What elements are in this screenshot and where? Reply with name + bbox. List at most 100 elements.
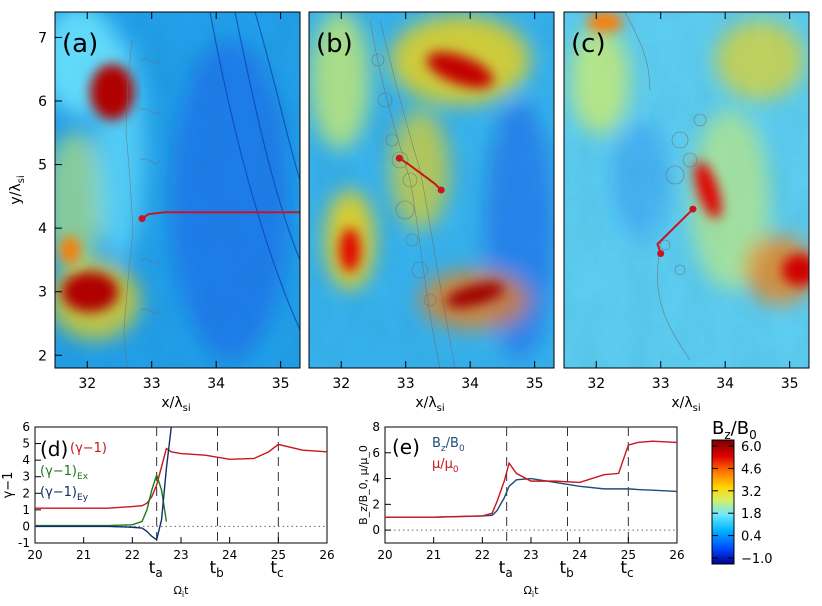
series-line [385, 477, 677, 518]
x-tick-label: 33 [652, 376, 670, 392]
top-xlabel-c: x/λsi [671, 395, 700, 414]
colorbar-tick-label: −1.0 [741, 552, 773, 567]
trajectory-marker [138, 215, 146, 223]
top-ylabel: y/λsi [8, 175, 27, 204]
panel-label-a: (a) [62, 29, 98, 59]
panel-label-e: (e) [392, 435, 420, 459]
x-tick-label: 34 [207, 376, 225, 392]
xlabel-d: Ωit [174, 584, 190, 599]
x-tick-label: 24 [572, 548, 587, 562]
ylabel-e: B_z/B_0, μ/μ_0 [357, 445, 370, 525]
y-tick-label: 4 [372, 472, 380, 486]
x-tick-label: 20 [27, 548, 42, 562]
colorbar-tick-label: 0.4 [741, 530, 762, 545]
svg-text:y/λsi: y/λsi [8, 175, 27, 204]
legend-d: (d) (γ−1) (γ−1)Ex (γ−1)Ey [40, 437, 107, 503]
x-tick-label: 32 [587, 376, 605, 392]
x-tick-label: 25 [621, 548, 636, 562]
y-tick-label: 2 [22, 486, 30, 500]
y-tick-label: 6 [372, 446, 380, 460]
y-tick-label: 5 [38, 158, 47, 174]
xlabel-e: Ωit [524, 584, 540, 599]
x-tick-label: 35 [526, 376, 544, 392]
x-tick-label: 32 [332, 376, 350, 392]
y-tick-label: 1 [22, 503, 30, 517]
x-tick-label: 21 [426, 548, 441, 562]
y-tick-label: 8 [372, 420, 380, 434]
time-marker-label: tc [620, 558, 633, 580]
svg-text:Ωit: Ωit [174, 584, 190, 599]
legend-e-item-1: μ/μ0 [432, 457, 459, 475]
x-tick-label: 35 [781, 376, 799, 392]
svg-text:x/λsi: x/λsi [415, 395, 444, 414]
x-tick-label: 22 [475, 548, 490, 562]
series-line [35, 427, 172, 541]
x-tick-label: 34 [461, 376, 479, 392]
legend-d-item-0: (γ−1) [70, 441, 107, 456]
panel-label-c: (c) [571, 29, 606, 59]
legend-e-item-0: Bz/B0 [432, 436, 465, 454]
trajectory-marker [437, 186, 445, 194]
colorbar-tick-label: 6.0 [741, 440, 762, 455]
y-tick-label: 3 [38, 285, 47, 301]
x-tick-label: 25 [271, 548, 286, 562]
ylabel-d: γ−1 [1, 472, 16, 499]
colorbar-title: Bz/B0 [712, 418, 757, 442]
legend-d-item-2: (γ−1)Ey [40, 485, 89, 503]
trajectory-marker [657, 250, 665, 258]
y-tick-label: 6 [22, 420, 30, 434]
y-tick-label: 2 [372, 497, 380, 511]
colorbar-tick-label: 1.8 [741, 507, 762, 522]
x-tick-label: 32 [78, 376, 96, 392]
x-tick-label: 24 [222, 548, 237, 562]
series-line [35, 443, 327, 509]
svg-text:γ−1: γ−1 [1, 472, 16, 499]
svg-text:B_z/B_0, μ/μ_0: B_z/B_0, μ/μ_0 [357, 445, 370, 525]
top-xlabel-a: x/λsi [161, 395, 190, 414]
colorbar: Bz/B0 6.0 4.6 3.2 1.8 0.4 −1.0 [711, 418, 773, 567]
colorbar-tick-label: 4.6 [741, 462, 762, 477]
x-tick-label: 21 [76, 548, 91, 562]
x-tick-label: 34 [716, 376, 734, 392]
heatmap-panel-b: (b) [308, 11, 555, 369]
colorbar-gradient [711, 439, 735, 565]
top-xlabel-b: x/λsi [415, 395, 444, 414]
x-tick-label: 33 [397, 376, 415, 392]
x-tick-label: 35 [272, 376, 290, 392]
x-tick-label: 22 [125, 548, 140, 562]
panel-label-b: (b) [316, 29, 353, 59]
y-tick-label: 0 [22, 519, 30, 533]
heatmap-panel-a: (a) [54, 11, 301, 369]
x-tick-label: 23 [523, 548, 538, 562]
y-tick-label: -1 [18, 536, 30, 550]
y-tick-label: 2 [38, 348, 47, 364]
series-line [35, 472, 168, 527]
trajectory-a [141, 211, 300, 220]
time-marker-label: tc [270, 558, 283, 580]
y-tick-label: 5 [22, 437, 30, 451]
x-tick-label: 26 [319, 548, 334, 562]
series-line [385, 440, 677, 518]
time-marker-label: ta [149, 558, 163, 580]
trajectory-marker [395, 154, 403, 162]
x-tick-label: 33 [143, 376, 161, 392]
x-tick-label: 26 [669, 548, 684, 562]
panel-label-d: (d) [40, 437, 68, 461]
time-marker-label: tb [210, 558, 224, 580]
y-tick-label: 7 [38, 30, 47, 46]
svg-text:Ωit: Ωit [524, 584, 540, 599]
svg-text:x/λsi: x/λsi [671, 395, 700, 414]
colorbar-tick-label: 3.2 [741, 485, 762, 500]
time-marker-label: ta [499, 558, 513, 580]
legend-e: (e) Bz/B0 μ/μ0 [392, 435, 465, 475]
legend-d-item-1: (γ−1)Ex [40, 464, 89, 482]
trajectory-marker [689, 205, 697, 213]
x-tick-label: 20 [377, 548, 392, 562]
y-tick-label: 4 [38, 221, 47, 237]
x-tick-label: 23 [173, 548, 188, 562]
trajectory-c [656, 208, 694, 254]
